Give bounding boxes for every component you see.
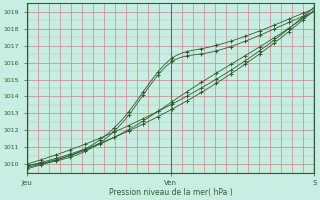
X-axis label: Pression niveau de la mer( hPa ): Pression niveau de la mer( hPa ) [109,188,232,197]
